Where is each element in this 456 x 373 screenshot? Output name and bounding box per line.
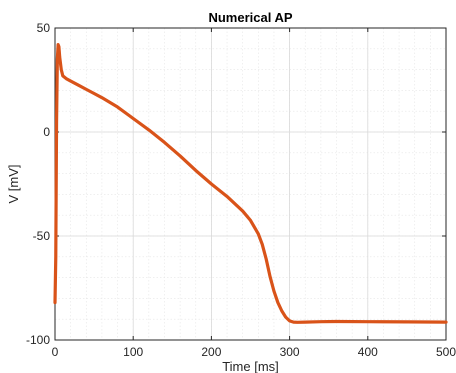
- x-tick-label: 500: [436, 345, 456, 359]
- x-tick-label: 0: [52, 345, 59, 359]
- x-axis-label: Time [ms]: [222, 359, 279, 373]
- y-axis-label: V [mV]: [6, 164, 21, 203]
- series-layer: [53, 43, 448, 324]
- y-tick-label: -100: [26, 333, 50, 347]
- series-line: [53, 43, 448, 324]
- x-tick-label: 400: [358, 345, 378, 359]
- x-tick-label: 300: [280, 345, 300, 359]
- x-tick-label: 100: [123, 345, 143, 359]
- chart-title: Numerical AP: [208, 10, 292, 25]
- axis-ticks: 0 100 200 300 400 500 -100 -50 0 50: [26, 21, 456, 359]
- y-tick-label: 0: [43, 125, 50, 139]
- y-tick-label: 50: [37, 21, 51, 35]
- x-tick-label: 200: [201, 345, 221, 359]
- y-tick-label: -50: [33, 229, 51, 243]
